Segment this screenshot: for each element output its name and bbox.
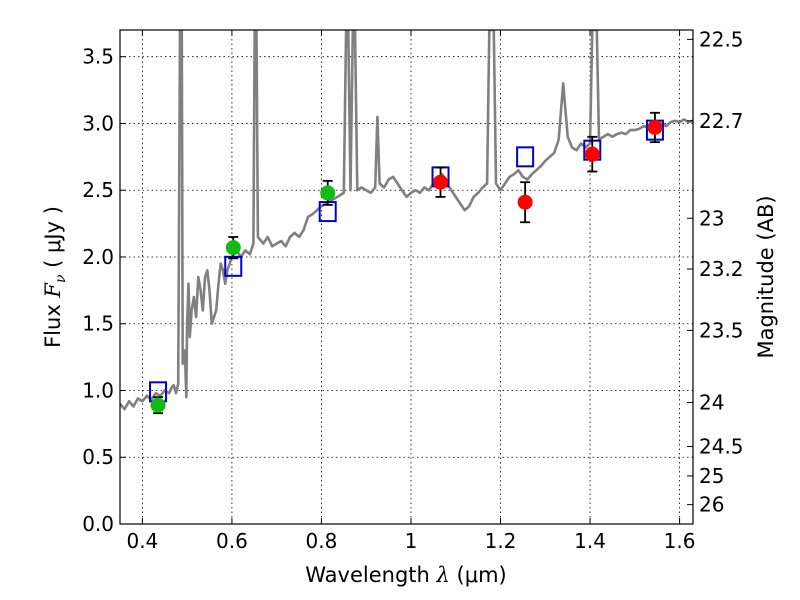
x-tick-label: 1.4: [574, 529, 606, 553]
x-tick-label: 1.2: [485, 529, 517, 553]
y2-tick-label: 24.5: [699, 435, 744, 459]
x-tick-label: 0.6: [216, 529, 248, 553]
y-tick-label: 0.5: [82, 445, 114, 469]
points-layer: [149, 111, 664, 415]
plot-frame: [119, 29, 694, 525]
y-tick-label: 0.0: [82, 512, 114, 536]
y2-tick-label: 24: [699, 391, 724, 415]
y2-tick-label: 23.2: [699, 257, 744, 281]
x-axis-label: Wavelength λ (μm): [305, 563, 506, 587]
x-tick-label: 1.6: [664, 529, 696, 553]
observed-point: [150, 397, 166, 413]
y2-tick-label: 22.7: [699, 109, 744, 133]
observed-point: [647, 119, 663, 135]
model-photometry-square: [516, 146, 535, 168]
y2-tick-label: 26: [699, 493, 724, 517]
y2-tick-label: 23.5: [699, 318, 744, 342]
axes: 0.4 0.6 0.8 1 1.2 1.4 1.6 0.0 0.5 1.0 1.5 2.0 2.5 3.0…: [82, 27, 743, 553]
y-tick-label: 2.0: [82, 245, 114, 269]
y-axis-label: Flux Fν ( μJy ): [41, 206, 69, 348]
observed-point: [433, 174, 449, 190]
x-tick-label: 0.8: [306, 529, 338, 553]
y2-tick-label: 25: [699, 464, 724, 488]
observed-point: [320, 185, 336, 201]
y-tick-label: 2.5: [82, 178, 114, 202]
y-tick-label: 1.0: [82, 378, 114, 402]
y-tick-label: 1.5: [82, 312, 114, 336]
x-tick-label: 0.4: [126, 529, 158, 553]
y-tick-label: 3.0: [82, 111, 114, 135]
x-tick-label: 1: [405, 529, 418, 553]
observed-point: [225, 240, 241, 256]
y2-axis-label: Magnitude (AB): [754, 195, 778, 358]
y2-tick-label: 23: [699, 206, 724, 230]
observed-point: [584, 146, 600, 162]
y2-tick-label: 22.5: [699, 27, 744, 51]
y-tick-label: 3.5: [82, 45, 114, 69]
observed-point: [517, 194, 533, 210]
